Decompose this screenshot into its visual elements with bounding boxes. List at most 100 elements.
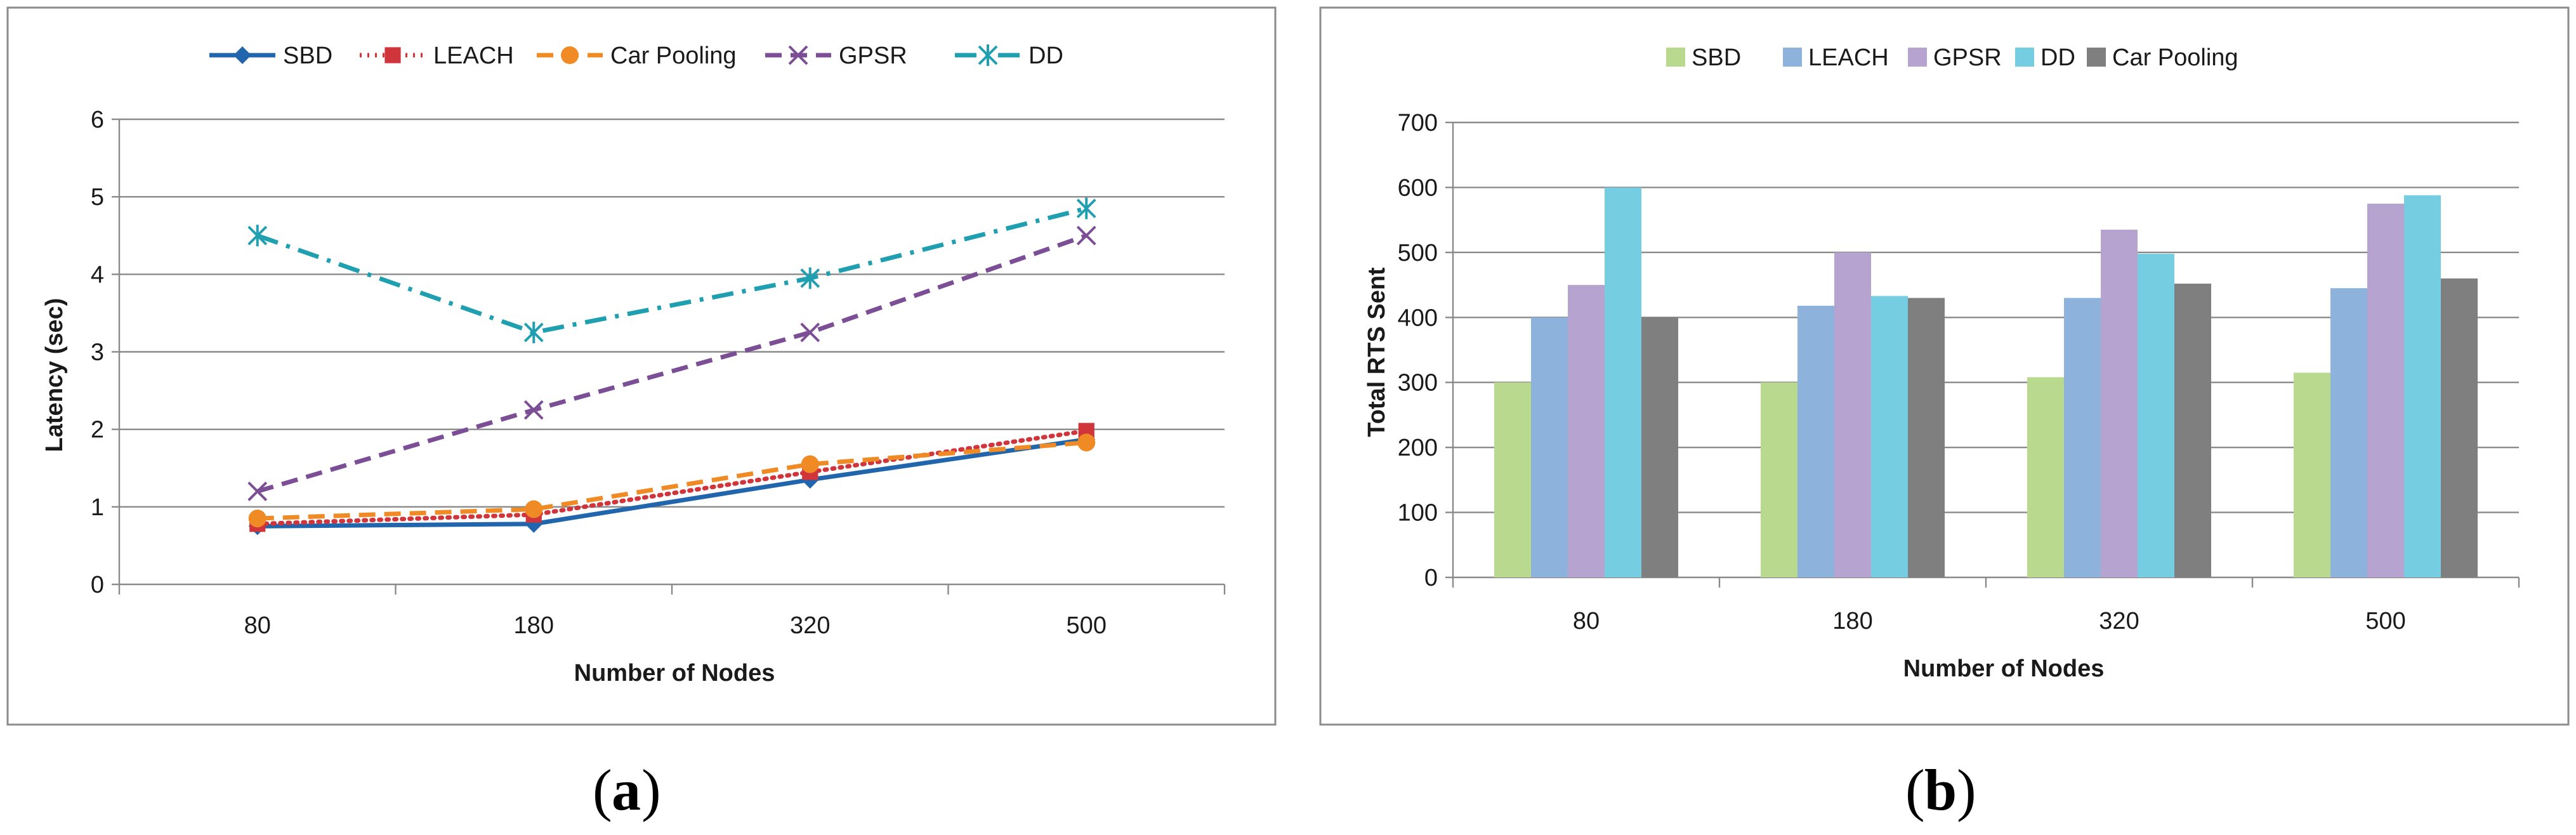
panel-a-latency-chart: 0 1 2 3 4 5 6 80 180 320 500 SBD LEACH Car Pooling G… [6, 6, 1277, 726]
legend-marker-gpsr [788, 45, 808, 65]
legend-item-gpsr: GPSR [1908, 44, 2002, 71]
bar-dd-80 [1605, 187, 1641, 577]
legend-label-car-pooling: Car Pooling [2112, 44, 2238, 71]
legend-item-leach: LEACH [1783, 44, 1889, 71]
subfigure-label-a-letter: a [612, 758, 641, 822]
point-car-pooling-80 [248, 510, 266, 528]
y-tick-label-0: 0 [91, 572, 104, 598]
y-tick-label-1: 1 [91, 494, 104, 521]
bar-leach-500 [2330, 288, 2367, 577]
svg-text:): ) [1957, 758, 1976, 822]
svg-text:): ) [641, 758, 661, 822]
bar-sbd-180 [1761, 382, 1797, 577]
legend-item-leach: LEACH [360, 43, 514, 69]
point-car-pooling-180 [525, 500, 543, 518]
panel-a-x-axis-title: Number of Nodes [574, 660, 775, 687]
subfigure-label-b: ( b ) [1905, 758, 1976, 822]
bar-leach-80 [1531, 317, 1568, 577]
series-gpsr [247, 225, 1096, 501]
point-car-pooling-320 [801, 455, 819, 473]
legend-label-sbd: SBD [283, 43, 332, 69]
subfigure-label-a: ( a ) [593, 758, 661, 822]
bar-car-pooling-320 [2174, 284, 2211, 577]
bar-dd-180 [1871, 296, 1908, 577]
panel-a-legend: SBD LEACH Car Pooling GPSR DD [209, 43, 1063, 69]
bar-gpsr-180 [1834, 252, 1871, 577]
y-tick-label-0: 0 [1424, 565, 1438, 591]
legend-item-car-pooling: Car Pooling [2087, 44, 2238, 71]
x-tick-label-80: 80 [244, 612, 271, 639]
bar-car-pooling-500 [2441, 278, 2478, 577]
x-tick-label-80: 80 [1573, 608, 1600, 634]
y-tick-label-300: 300 [1398, 370, 1438, 397]
legend-swatch-car-pooling [2087, 48, 2106, 67]
point-gpsr-500 [1076, 225, 1096, 246]
point-gpsr-320 [800, 322, 820, 343]
legend-swatch-sbd [1666, 48, 1685, 67]
legend-marker-dd [978, 44, 998, 66]
y-tick-label-2: 2 [91, 417, 104, 444]
bar-leach-320 [2064, 298, 2101, 577]
bar-car-pooling-80 [1641, 317, 1678, 577]
point-dd-80 [247, 225, 268, 247]
bar-car-pooling-180 [1908, 298, 1945, 577]
point-dd-180 [523, 321, 544, 343]
bar-leach-180 [1797, 305, 1834, 577]
legend-label-leach: LEACH [433, 43, 514, 69]
panel-b-x-tick-labels: 80 180 320 500 [1573, 608, 2406, 634]
point-gpsr-80 [247, 481, 268, 501]
y-tick-label-4: 4 [91, 261, 104, 288]
panel-a-y-tick-labels: 0 1 2 3 4 5 6 [91, 107, 104, 598]
bar-dd-500 [2404, 195, 2441, 578]
point-dd-500 [1076, 197, 1096, 220]
x-tick-label-180: 180 [1832, 608, 1872, 634]
legend-item-dd: DD [955, 43, 1063, 69]
legend-swatch-gpsr [1908, 48, 1927, 67]
line-car-pooling [257, 440, 1087, 521]
y-tick-label-500: 500 [1398, 240, 1438, 266]
y-tick-label-200: 200 [1398, 435, 1438, 461]
bar-sbd-80 [1494, 382, 1531, 577]
line-dd [256, 206, 1088, 335]
y-tick-label-400: 400 [1398, 305, 1438, 331]
line-sbd [257, 437, 1087, 529]
legend-label-dd: DD [2040, 44, 2075, 71]
panel-a-y-axis-title: Latency (sec) [41, 298, 68, 452]
legend-label-sbd: SBD [1692, 44, 1741, 71]
subfigure-label-b-letter: b [1924, 758, 1957, 822]
bar-gpsr-80 [1568, 285, 1605, 577]
legend-item-car-pooling: Car Pooling [537, 43, 737, 69]
x-tick-label-320: 320 [2099, 608, 2139, 634]
legend-marker-car-pooling [561, 46, 579, 64]
panel-a-gridlines [119, 118, 1225, 508]
panel-b-y-axis-title: Total RTS Sent [1364, 267, 1390, 437]
legend-marker-sbd [233, 46, 251, 64]
y-tick-label-700: 700 [1398, 110, 1438, 136]
svg-text:(: ( [1905, 758, 1925, 822]
legend-swatch-dd [2015, 48, 2034, 67]
legend-swatch-leach [1783, 48, 1802, 67]
panel-a-x-tick-labels: 80 180 320 500 [244, 612, 1107, 639]
legend-label-dd: DD [1028, 43, 1063, 69]
panel-b-bars [1494, 187, 2478, 578]
panel-a-frame [6, 6, 1277, 726]
x-tick-label-500: 500 [2365, 608, 2405, 634]
point-gpsr-180 [523, 400, 544, 420]
bar-sbd-500 [2294, 372, 2330, 577]
panel-b-x-axis-title: Number of Nodes [1903, 655, 2105, 682]
point-car-pooling-500 [1077, 433, 1096, 452]
point-dd-320 [800, 267, 820, 289]
bar-dd-320 [2138, 253, 2174, 577]
legend-item-dd: DD [2015, 44, 2075, 71]
series-car-pooling [248, 433, 1096, 528]
series-dd [247, 197, 1096, 343]
panel-a-axes [112, 118, 1226, 595]
y-tick-label-600: 600 [1398, 174, 1438, 201]
legend-item-sbd: SBD [209, 43, 332, 69]
legend-label-gpsr: GPSR [839, 43, 907, 69]
svg-text:(: ( [593, 758, 612, 822]
y-tick-label-5: 5 [91, 184, 104, 211]
y-tick-label-6: 6 [91, 107, 104, 133]
panel-a-series [247, 197, 1096, 536]
